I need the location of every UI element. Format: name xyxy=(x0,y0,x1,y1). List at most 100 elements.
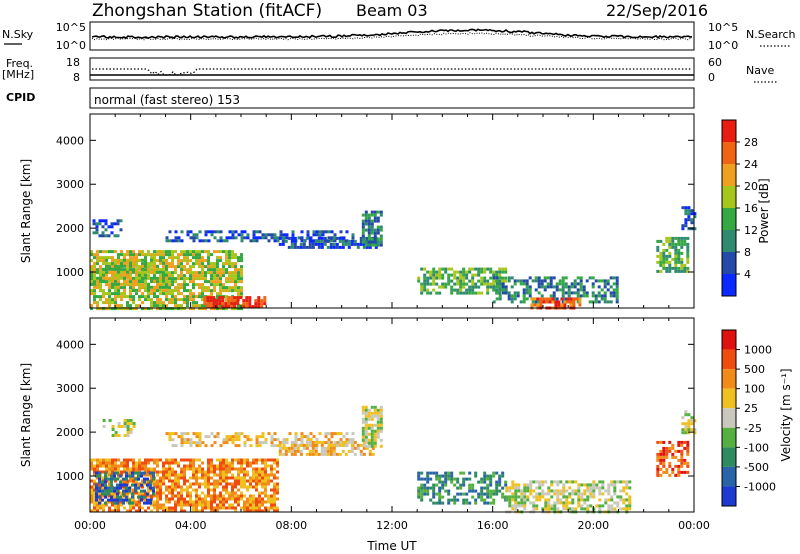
scatter-cell xyxy=(189,236,193,240)
scatter-cell xyxy=(174,236,178,240)
scatter-cell xyxy=(586,483,590,487)
scatter-cell xyxy=(566,297,570,301)
scatter-cell xyxy=(258,473,261,477)
scatter-cell xyxy=(108,267,111,271)
scatter-cell xyxy=(165,253,168,257)
scatter-cell xyxy=(364,240,368,244)
scatter-cell xyxy=(258,444,262,448)
scatter-cell xyxy=(586,498,590,502)
scatter-cell xyxy=(108,494,111,498)
scatter-cell xyxy=(258,509,261,513)
scatter-cell xyxy=(231,230,235,234)
scatter-cell xyxy=(480,477,484,481)
scatter-cell xyxy=(104,495,107,499)
scatter-cell xyxy=(96,286,99,290)
scatter-cell xyxy=(99,256,102,260)
scatter-cell xyxy=(99,276,102,280)
scatter-cell xyxy=(174,280,177,284)
scatter-cell xyxy=(240,497,243,501)
scatter-cell xyxy=(240,432,244,436)
scatter-cell xyxy=(326,449,330,453)
scatter-cell xyxy=(213,467,216,471)
scatter-cell xyxy=(183,283,186,287)
scatter-cell xyxy=(141,285,144,289)
scatter-cell xyxy=(231,467,234,471)
scatter-cell xyxy=(686,440,690,444)
scatter-cell xyxy=(420,267,424,271)
scatter-cell xyxy=(459,288,463,292)
scatter-cell xyxy=(474,474,478,478)
scatter-cell xyxy=(108,292,111,296)
scatter-cell xyxy=(367,444,371,448)
scatter-cell xyxy=(429,270,433,274)
nsky-tick-low: 10^0 xyxy=(56,39,86,52)
scatter-cell xyxy=(477,285,481,289)
scatter-cell xyxy=(586,495,590,499)
scatter-cell xyxy=(110,498,113,502)
scatter-cell xyxy=(150,285,153,289)
scatter-cell xyxy=(108,473,111,477)
scatter-cell xyxy=(273,488,276,492)
scatter-cell xyxy=(177,476,180,480)
scatter-cell xyxy=(547,492,551,496)
scatter-cell xyxy=(255,509,258,513)
scatter-cell xyxy=(367,417,371,421)
scatter-cell xyxy=(571,498,575,502)
scatter-cell xyxy=(171,482,174,486)
scatter-cell xyxy=(297,438,301,442)
scatter-cell xyxy=(104,219,108,223)
y-tick-label: 2000 xyxy=(56,426,84,439)
scatter-cell xyxy=(329,242,333,246)
scatter-cell xyxy=(267,432,271,436)
scatter-cell xyxy=(686,446,690,450)
scatter-cell xyxy=(447,492,451,496)
scatter-cell xyxy=(210,230,214,234)
scatter-cell xyxy=(441,282,445,286)
scatter-cell xyxy=(335,242,339,246)
scatter-cell xyxy=(219,497,222,501)
scatter-cell xyxy=(237,497,240,501)
scatter-cell xyxy=(240,494,243,498)
scatter-cell xyxy=(603,297,607,301)
scatter-cell xyxy=(379,426,383,430)
velocity-colorbar-label: Velocity [m s⁻¹] xyxy=(779,368,793,461)
scatter-cell xyxy=(192,262,195,266)
scatter-cell xyxy=(613,483,617,487)
scatter-cell xyxy=(105,264,108,268)
scatter-cell xyxy=(519,282,523,286)
scatter-cell xyxy=(656,239,660,243)
scatter-cell xyxy=(684,431,688,435)
scatter-cell xyxy=(195,467,198,471)
scatter-cell xyxy=(117,467,120,471)
scatter-cell xyxy=(333,441,337,445)
scatter-cell xyxy=(93,276,96,280)
scatter-cell xyxy=(138,458,141,462)
scatter-cell xyxy=(135,273,138,277)
scatter-cell xyxy=(561,285,565,289)
scatter-cell xyxy=(95,474,98,478)
scatter-cell xyxy=(535,507,539,511)
scatter-cell xyxy=(219,239,223,243)
scatter-cell xyxy=(441,495,445,499)
scatter-cell xyxy=(90,259,93,263)
scatter-cell xyxy=(522,294,526,298)
scatter-cell xyxy=(542,300,546,304)
scatter-cell xyxy=(367,222,371,226)
scatter-cell xyxy=(225,256,228,260)
scatter-cell xyxy=(240,230,244,234)
scatter-cell xyxy=(177,479,180,483)
scatter-cell xyxy=(192,476,195,480)
scatter-cell xyxy=(544,507,548,511)
scatter-cell xyxy=(345,438,349,442)
scatter-cell xyxy=(364,408,368,412)
scatter-cell xyxy=(171,485,174,489)
scatter-cell xyxy=(579,279,583,283)
scatter-cell xyxy=(216,259,219,263)
scatter-cell xyxy=(364,417,368,421)
scatter-cell xyxy=(344,443,348,447)
scatter-cell xyxy=(114,503,117,507)
scatter-cell xyxy=(517,486,521,490)
scatter-cell xyxy=(210,506,213,510)
scatter-cell xyxy=(320,239,324,243)
scatter-cell xyxy=(131,474,134,478)
